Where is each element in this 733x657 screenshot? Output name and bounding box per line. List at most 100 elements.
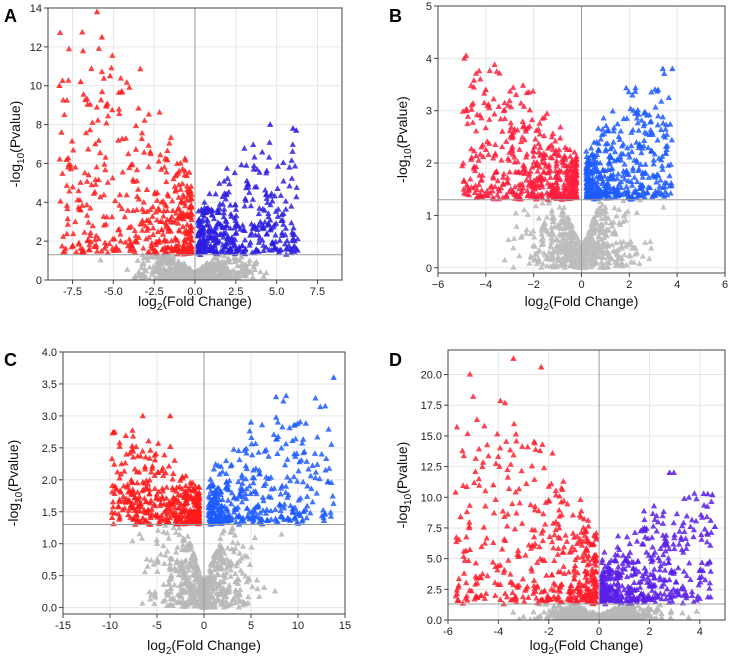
point-not-significant	[535, 214, 543, 221]
point-down-regulated	[114, 468, 121, 475]
point-down-regulated	[132, 499, 140, 506]
point-down-regulated	[529, 179, 536, 186]
point-down-regulated	[465, 187, 472, 193]
point-up-regulated	[595, 168, 602, 175]
point-up-regulated	[323, 455, 330, 461]
point-up-regulated	[208, 211, 216, 217]
point-up-regulated	[649, 172, 657, 178]
point-up-regulated	[231, 169, 238, 176]
scatter-points	[452, 355, 719, 620]
point-down-regulated	[531, 185, 538, 192]
point-up-regulated	[663, 179, 670, 186]
point-down-regulated	[95, 176, 102, 183]
point-not-significant	[611, 204, 618, 211]
point-up-regulated	[209, 207, 216, 214]
point-up-regulated	[307, 472, 314, 479]
point-not-significant	[520, 613, 527, 619]
point-not-significant	[555, 249, 562, 256]
point-up-regulated	[241, 227, 248, 233]
point-down-regulated	[70, 230, 77, 237]
point-down-regulated	[478, 177, 485, 183]
point-up-regulated	[211, 228, 219, 235]
point-up-regulated	[201, 212, 208, 219]
point-up-regulated	[213, 248, 221, 254]
point-up-regulated	[221, 206, 228, 212]
point-up-regulated	[283, 251, 290, 257]
point-up-regulated	[215, 484, 222, 491]
point-up-regulated	[249, 196, 256, 202]
point-down-regulated	[121, 467, 128, 474]
point-down-regulated	[118, 205, 126, 212]
y-tick-label: 14	[30, 3, 42, 15]
point-down-regulated	[523, 176, 530, 183]
point-down-regulated	[184, 221, 191, 228]
point-down-regulated	[573, 159, 580, 165]
point-down-regulated	[89, 119, 96, 125]
point-up-regulated	[639, 170, 646, 176]
point-down-regulated	[133, 206, 140, 213]
point-not-significant	[566, 244, 573, 251]
point-not-significant	[543, 213, 550, 220]
point-down-regulated	[468, 106, 475, 112]
point-not-significant	[260, 273, 267, 279]
point-up-regulated	[635, 127, 642, 133]
point-outlier	[293, 127, 300, 133]
y-tick-label: 12	[30, 42, 42, 54]
point-down-regulated	[467, 82, 475, 88]
point-not-significant	[642, 239, 649, 245]
point-not-significant	[622, 217, 629, 223]
point-down-regulated	[193, 502, 200, 509]
point-up-regulated	[645, 144, 652, 151]
point-not-significant	[154, 568, 161, 574]
point-not-significant	[136, 530, 143, 537]
point-up-regulated	[628, 142, 635, 149]
point-up-regulated	[288, 157, 295, 163]
point-down-regulated	[153, 491, 160, 497]
point-down-regulated	[60, 96, 67, 103]
point-up-regulated	[650, 160, 657, 167]
point-not-significant	[550, 214, 558, 221]
y-tick-label: 5	[426, 1, 432, 13]
point-up-regulated	[585, 192, 592, 198]
point-up-regulated	[604, 179, 611, 186]
point-down-regulated	[508, 123, 515, 130]
point-not-significant	[217, 543, 225, 549]
point-up-regulated	[325, 426, 332, 432]
point-up-regulated	[224, 235, 231, 241]
point-down-regulated	[102, 220, 110, 227]
point-down-regulated	[571, 148, 578, 155]
point-down-regulated	[552, 137, 559, 144]
point-up-regulated	[625, 150, 632, 157]
point-up-regulated	[214, 219, 222, 226]
point-up-regulated	[232, 518, 240, 525]
point-down-regulated	[561, 189, 568, 196]
point-down-regulated	[182, 482, 189, 489]
point-down-regulated	[518, 169, 525, 176]
point-up-regulated	[271, 485, 278, 491]
point-up-regulated	[235, 513, 242, 520]
point-down-regulated	[116, 496, 123, 503]
point-not-significant	[617, 238, 624, 245]
point-up-regulated	[216, 180, 223, 186]
point-not-significant	[166, 270, 174, 276]
point-down-regulated	[152, 208, 159, 215]
point-down-regulated	[494, 177, 501, 184]
point-down-regulated	[122, 459, 129, 466]
point-down-regulated	[504, 155, 512, 162]
point-down-regulated	[79, 28, 86, 35]
point-up-regulated	[654, 121, 661, 128]
point-not-significant	[546, 616, 551, 620]
point-not-significant	[600, 240, 607, 247]
point-not-significant	[575, 262, 583, 269]
point-up-regulated	[326, 465, 333, 471]
point-down-regulated	[571, 174, 578, 180]
point-up-regulated	[260, 225, 267, 232]
point-down-regulated	[172, 187, 179, 194]
point-not-significant	[645, 609, 652, 616]
point-down-regulated	[158, 467, 166, 474]
point-down-regulated	[134, 193, 141, 199]
point-not-significant	[160, 528, 167, 535]
point-down-regulated	[138, 135, 145, 142]
point-down-regulated	[519, 82, 527, 88]
point-down-regulated	[125, 507, 133, 513]
